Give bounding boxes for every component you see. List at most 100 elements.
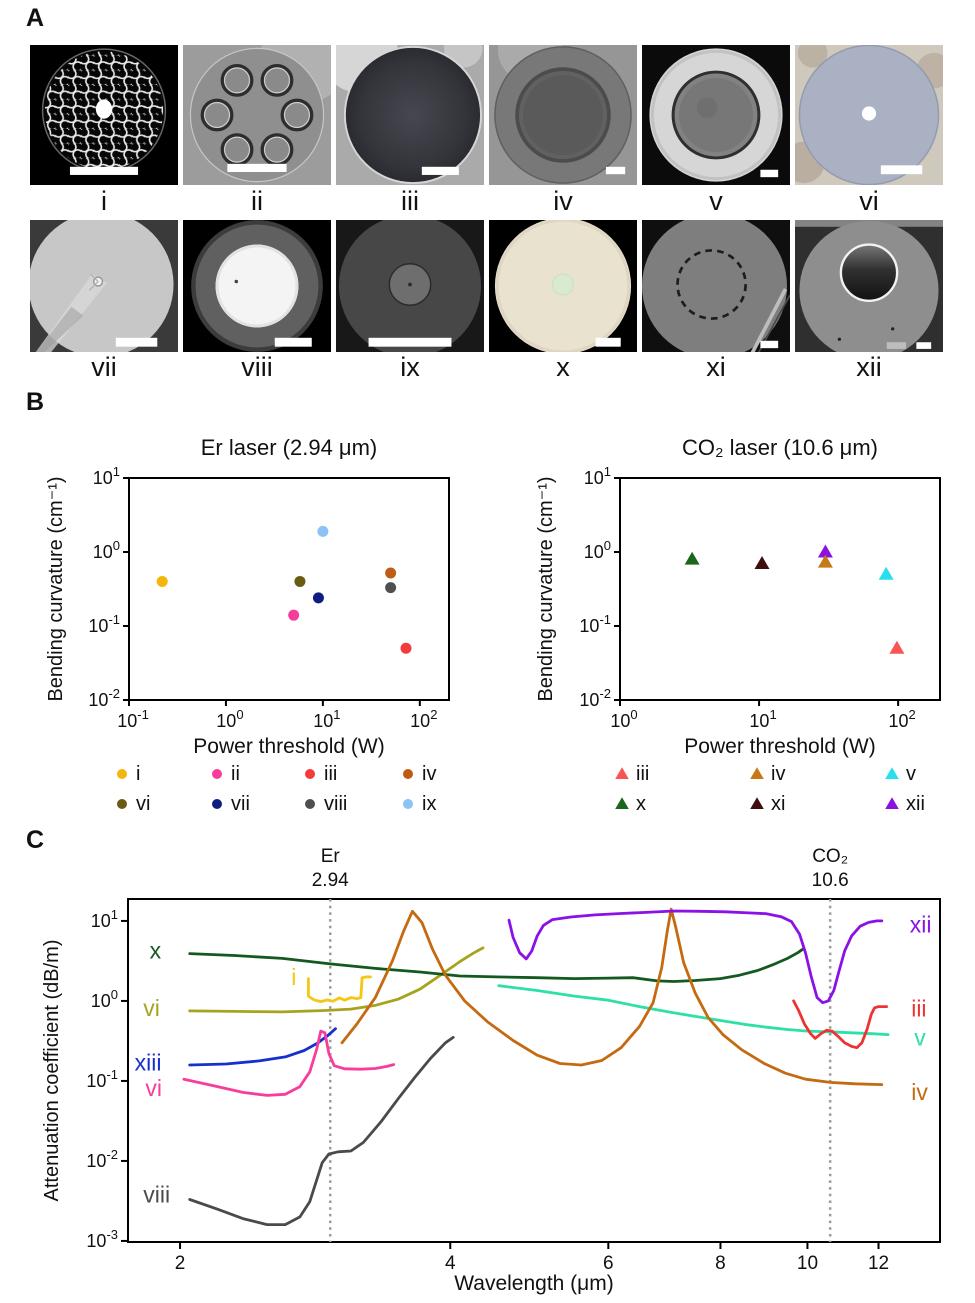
fiber-cross-section-image-vii [30,220,178,352]
dark-hole-core-fiber [795,220,943,352]
er-point-iii [400,642,412,654]
att-xaxis-title: Wavelength (μm) [454,1272,614,1295]
er-legend-label-iv: iv [422,763,436,785]
er-legend-marker-vi [117,799,127,809]
fiber-cross-section-image-v [642,45,790,185]
fiber-cross-section-image-viii [183,220,331,352]
er-legend-marker-i [117,769,127,779]
fiber-label-ix: ix [400,352,420,382]
panel-a-caption-row-1: i ii iii iv v vi [30,186,943,216]
att-curve-label-9-iii: iii [911,996,926,1022]
er-xtick-label: 102 [410,707,437,731]
att-frame [127,898,941,1243]
co2-ytick-label: 10-2 [579,686,611,710]
panel-c-label: C [26,826,45,854]
co2-legend-marker-iv [750,767,764,779]
er-point-viii [385,582,397,594]
honeycomb-lattice-fiber [30,45,178,185]
er-legend-marker-iii [305,769,315,779]
att-curve-4-vi [188,946,485,1014]
att-ytick-label: 10-1 [86,1067,118,1091]
att-vline-label-0-1: Er [321,846,341,867]
fiber-label-iv: iv [553,186,573,216]
co2-xaxis-title: Power threshold (W) [684,735,875,758]
er-title: Er laser (2.94 μm) [201,435,378,460]
co2-legend-label-iv: iv [771,763,785,785]
er-legend-item-i: i [117,763,140,785]
er-legend-marker-ix [403,799,413,809]
fiber-cross-section-image-xi [642,220,790,352]
co2-point-iv [817,554,833,568]
er-legend-item-iv: iv [403,763,436,785]
att-curve-label-7-iv: iv [911,1079,928,1105]
co2-point-xi [754,555,770,569]
att-xtick-label: 10 [797,1253,818,1274]
bright-core-dark-clad-fiber [183,220,331,352]
co2-legend-marker-xi [750,797,764,809]
att-ytick-label: 10-2 [86,1147,118,1171]
att-curve-label-1-xiii: xiii [135,1050,162,1076]
light-disc-tiny-core-fiber [30,220,178,352]
er-legend-item-vi: vi [117,793,150,815]
er-legend-label-vi: vi [136,793,150,815]
er-xtick-label: 100 [216,707,243,731]
er-legend-item-ix: ix [403,793,436,815]
fiber-label-vii: vii [91,352,117,382]
er-point-vii [312,592,324,604]
er-point-iv [385,567,397,579]
co2-legend-item-iv: iv [750,763,785,785]
attenuation-chart: 2 4 6 8 10 12 101 100 10-1 10-2 10-3 Wavelength (μm… [41,846,941,1295]
att-curve-6-v [497,984,890,1037]
att-curve-1-xiii [188,1027,337,1067]
co2-legend-marker-iii [615,767,629,779]
att-curve-label-2-vi: vi [145,1075,162,1101]
er-legend-label-i: i [136,763,140,785]
er-legend-item-iii: iii [305,763,337,785]
panel-a-image-row-1 [30,45,943,185]
co2-yaxis-title: Bending curvature (cm⁻¹) [535,476,557,701]
fiber-cross-section-image-iii [336,45,484,185]
er-point-ix [317,525,329,537]
att-curve-7-iv [340,907,884,1087]
er-legend-marker-iv [403,769,413,779]
fiber-label-x: x [556,352,570,382]
co2-xtick-label: 100 [610,707,637,731]
att-curve-3-i [306,975,372,1004]
co2-legend-item-xi: xi [750,793,785,815]
att-curve-0-viii [188,1035,455,1227]
att-curve-9-iii [792,999,888,1050]
co2-legend-label-iii: iii [636,763,649,785]
co2-legend-marker-x [615,797,629,809]
er-ytick-label: 10-1 [88,612,120,636]
co2-point-xii [817,544,833,558]
er-xtick-label: 101 [313,707,340,731]
co2-legend-item-iii: iii [615,763,649,785]
er-point-i [156,575,168,587]
att-vline-label-0-2: 2.94 [312,870,349,891]
co2-xtick-label: 102 [889,707,916,731]
att-vline-label-1-2: 10.6 [812,870,849,891]
fiber-label-xi: xi [706,352,726,382]
panel-a-image-row-2 [30,220,943,352]
att-curve-2-vi [182,1029,396,1097]
att-curve-8-xii [507,909,884,1005]
co2-legend-label-v: v [906,763,916,785]
er-legend-item-ii: ii [212,763,240,785]
er-xaxis-title: Power threshold (W) [193,735,384,758]
att-yaxis-title: Attenuation coefficient (dB/m) [41,940,63,1202]
att-curve-5-x [188,947,805,983]
co2-legend-marker-xii [885,797,899,809]
co2-point-v [878,566,894,580]
co2-laser-chart: CO₂ laser (10.6 μm) 100 101 102 10-2 10-1 100 1… [535,435,941,815]
fiber-label-viii: viii [241,352,273,382]
att-xtick-label: 8 [715,1253,726,1274]
att-xtick-label: 4 [445,1253,456,1274]
er-point-ii [288,609,300,621]
er-ytick-label: 101 [93,464,120,488]
hollow-core-tube-fiber [336,45,484,185]
co2-ytick-label: 100 [584,538,611,562]
er-legend-item-vii: vii [212,793,250,815]
att-curve-label-6-v: v [914,1024,926,1050]
att-xtick-label: 2 [175,1253,186,1274]
